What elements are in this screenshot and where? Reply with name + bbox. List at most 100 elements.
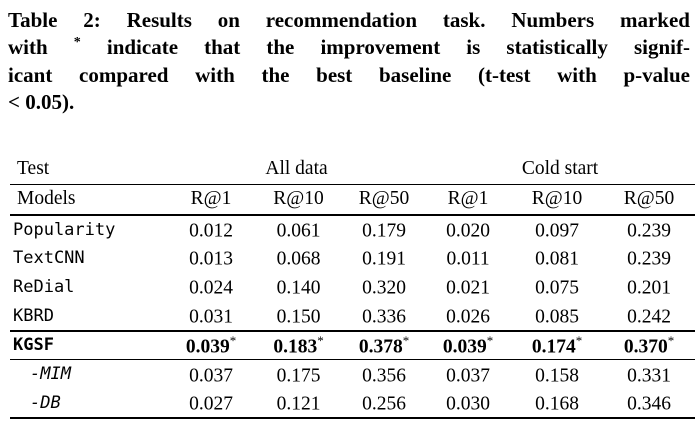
header-all-data: All data [168, 151, 426, 186]
metric-value-cell: 0.356 [343, 360, 425, 389]
value-text: 0.037 [446, 365, 490, 387]
value-text: 0.027 [189, 393, 233, 415]
header-metric-r10-all: R@10 [254, 184, 343, 216]
value-text: 0.346 [627, 393, 671, 415]
header-metric-r1-cold: R@1 [425, 184, 512, 216]
header-metric-r50-all: R@50 [343, 184, 426, 216]
model-name: TextCNN [13, 248, 85, 269]
metric-value-cell: 0.346 [603, 388, 696, 419]
caption-line-2-pre: with [8, 35, 74, 60]
metric-value-cell: 0.168 [511, 388, 604, 419]
model-name: Popularity [13, 219, 116, 240]
caption-line-1: Table 2: Results on recommendation task.… [8, 8, 690, 32]
value-text: 0.012 [189, 220, 233, 242]
metric-value-cell: 0.031 [168, 301, 254, 332]
value-text: 0.075 [535, 277, 579, 299]
value-text: 0.175 [276, 365, 321, 387]
value-text: 0.331 [627, 365, 671, 387]
results-table: Test All data Cold start Models R@1 R@10… [10, 151, 696, 419]
header-models: Models [10, 184, 168, 216]
value-text: 0.121 [276, 393, 321, 415]
value-text: 0.150 [276, 306, 321, 328]
value-text: 0.021 [446, 277, 490, 299]
metric-value-cell: 0.179 [343, 215, 425, 244]
table-caption: Table 2: Results on recommendation task.… [8, 7, 690, 117]
metric-value-cell: 0.175 [254, 360, 343, 389]
metric-value-cell: 0.150 [254, 301, 343, 332]
value-text: 0.239 [627, 220, 671, 242]
metric-value-cell: 0.085 [511, 301, 604, 332]
value-text: 0.320 [362, 277, 406, 299]
metric-value-cell: 0.068 [254, 244, 343, 273]
metric-value-cell: 0.012 [168, 215, 254, 244]
significance-star: * [229, 332, 237, 348]
significance-star: * [73, 35, 81, 51]
metric-value-cell: 0.121 [254, 388, 343, 419]
metric-value-cell: 0.011 [425, 244, 511, 273]
value-text: 0.158 [535, 365, 579, 387]
value-text: 0.179 [362, 220, 406, 242]
caption-line-2: with * indicate that the improvement is … [8, 34, 690, 61]
caption-line-4: < 0.05). [8, 90, 75, 115]
table-row-ablation-mim: -MIM 0.037 0.175 0.356 0.037 0.158 0.331 [10, 360, 695, 389]
value-text: 0.081 [535, 248, 579, 270]
value-text: 0.085 [535, 306, 579, 328]
metric-value-cell: 0.081 [511, 244, 603, 273]
value-text: 0.013 [189, 248, 233, 270]
metric-value-cell: 0.061 [254, 215, 343, 244]
metric-value-cell: 0.075 [511, 273, 603, 302]
value-text: 0.068 [276, 248, 321, 270]
metric-value-cell: 0.256 [343, 388, 426, 419]
metric-header-row: Models R@1 R@10 R@50 R@1 R@10 R@50 [10, 184, 696, 216]
value-text: 0.242 [627, 306, 671, 328]
value-text: 0.378 [358, 336, 403, 358]
table-row-redial: ReDial 0.024 0.140 0.320 0.021 0.075 0.2… [10, 273, 695, 302]
value-text: 0.256 [362, 393, 406, 415]
value-text: 0.024 [189, 277, 233, 299]
metric-value-cell: 0.097 [511, 215, 603, 244]
table-row-kgsf: KGSF 0.039* 0.183* 0.378* 0.039* 0.174* … [10, 330, 696, 361]
metric-value-cell: 0.013 [168, 244, 254, 273]
metric-value-cell: 0.140 [254, 273, 343, 302]
metric-value-cell: 0.020 [425, 215, 511, 244]
header-cold-start: Cold start [425, 151, 696, 186]
value-text: 0.037 [189, 365, 233, 387]
metric-value-cell: 0.336 [343, 301, 426, 332]
value-text: 0.183 [273, 336, 318, 358]
value-text: 0.031 [189, 306, 233, 328]
metric-value-cell: 0.037 [425, 360, 511, 389]
metric-value-cell: 0.183* [254, 330, 343, 361]
model-name: ReDial [13, 277, 75, 298]
value-text: 0.140 [276, 277, 321, 299]
value-text: 0.168 [535, 393, 579, 415]
metric-value-cell: 0.174* [511, 330, 604, 361]
caption-line-2-post: indicate that the improvement is statist… [80, 35, 690, 60]
value-text: 0.370 [623, 336, 668, 358]
value-text: 0.061 [276, 220, 321, 242]
value-text: 0.039 [185, 336, 230, 358]
value-text: 0.097 [535, 220, 579, 242]
metric-value-cell: 0.039* [168, 330, 254, 361]
table-row-popularity: Popularity 0.012 0.061 0.179 0.020 0.097… [10, 215, 695, 244]
value-text: 0.174 [531, 336, 576, 358]
header-metric-r50-cold: R@50 [603, 184, 696, 216]
value-text: 0.039 [442, 336, 487, 358]
group-header-row: Test All data Cold start [10, 151, 696, 186]
value-text: 0.030 [446, 393, 490, 415]
significance-star: * [667, 332, 675, 348]
significance-star: * [486, 332, 494, 348]
metric-value-cell: 0.039* [425, 330, 512, 361]
value-text: 0.011 [446, 248, 490, 270]
metric-value-cell: 0.027 [168, 388, 254, 419]
value-text: 0.239 [627, 248, 671, 270]
value-text: 0.356 [362, 365, 406, 387]
value-text: 0.020 [446, 220, 490, 242]
header-metric-r10-cold: R@10 [511, 184, 604, 216]
metric-value-cell: 0.191 [343, 244, 425, 273]
table-row-ablation-db: -DB 0.027 0.121 0.256 0.030 0.168 0.346 [10, 388, 696, 419]
table-row-textcnn: TextCNN 0.013 0.068 0.191 0.011 0.081 0.… [10, 244, 695, 273]
value-text: 0.336 [362, 306, 406, 328]
metric-value-cell: 0.201 [603, 273, 695, 302]
metric-value-cell: 0.331 [603, 360, 695, 389]
